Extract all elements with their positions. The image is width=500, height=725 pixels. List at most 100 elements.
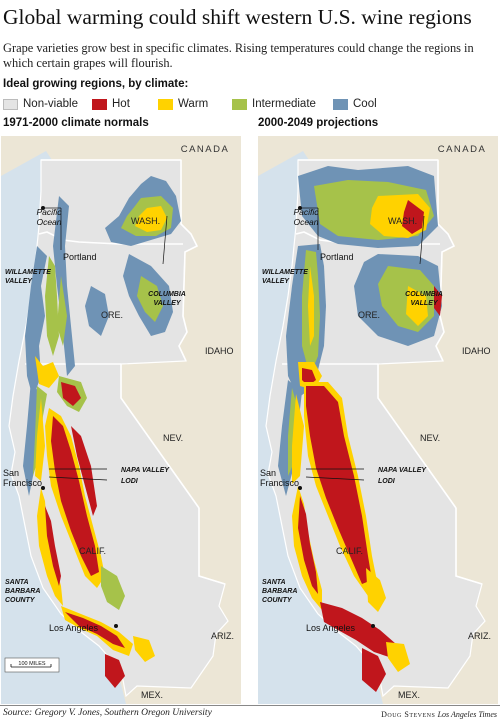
columbia-hot: [402, 200, 424, 234]
snake-hot: [434, 286, 442, 316]
label-willamette-1: WILLAMETTE: [5, 269, 51, 276]
label-san: San: [3, 468, 19, 478]
label-wash: WASH.: [388, 216, 417, 226]
legend-item-nonviable: Non-viable: [3, 96, 78, 112]
label-columbia-1: COLUMBIA: [405, 291, 443, 298]
swatch-warm: [158, 98, 173, 110]
swatch-intermediate: [232, 98, 247, 110]
label-columbia-2: VALLEY: [410, 300, 438, 307]
panel-title-historical: 1971-2000 climate normals: [3, 117, 149, 129]
label-willamette-2: VALLEY: [262, 278, 290, 285]
credit-name: Doug Stevens: [381, 710, 436, 719]
legend-label: Warm: [178, 98, 209, 110]
label-willamette-1: WILLAMETTE: [262, 269, 308, 276]
label-napa: NAPA VALLEY: [121, 467, 170, 474]
swatch-hot: [92, 98, 107, 110]
label-los-angeles: Los Angeles: [49, 623, 99, 633]
legend-item-cool: Cool: [333, 96, 377, 112]
tehachapi-intermediate: [101, 566, 125, 610]
central-valley-hot: [51, 416, 99, 576]
legend: Non-viable Hot Warm Intermediate Cool: [3, 96, 497, 112]
label-ocean: Ocean: [36, 217, 61, 227]
panel-title-projection: 2000-2049 projections: [258, 117, 379, 129]
city-markers: [41, 206, 118, 628]
climate-zones: [23, 176, 181, 688]
label-calif: CALIF.: [79, 546, 106, 556]
san-diego-hot: [105, 654, 125, 688]
map-historical: CANADA Pacific Ocean WASH. Portland WILL…: [1, 136, 241, 704]
north-coast-warm: [292, 394, 304, 484]
label-calif: CALIF.: [336, 546, 363, 556]
footer-divider: [0, 705, 500, 706]
label-ariz: ARIZ.: [468, 631, 491, 641]
label-columbia-2: VALLEY: [153, 300, 181, 307]
coast-range-cool: [25, 246, 47, 398]
label-lodi: LODI: [378, 478, 396, 485]
label-ocean: Ocean: [293, 217, 318, 227]
rogue-hot: [302, 368, 316, 386]
label-sb-2: BARBARA: [262, 588, 297, 595]
leader-lines: [302, 207, 425, 481]
label-san: San: [260, 468, 276, 478]
central-valley-hot: [306, 386, 372, 584]
oregon-interior-cool: [85, 286, 109, 336]
label-sb-3: COUNTY: [262, 597, 293, 604]
label-portland: Portland: [320, 252, 354, 262]
willamette-intermediate-2: [57, 276, 67, 346]
label-sb-1: SANTA: [5, 579, 29, 586]
central-coast-hot: [45, 506, 61, 586]
cascades-cool: [53, 196, 75, 376]
source-note: Source: Gregory V. Jones, Southern Orego…: [3, 708, 212, 718]
legend-title: Ideal growing regions, by climate:: [3, 78, 189, 90]
leader-lines: [45, 207, 168, 481]
legend-item-intermediate: Intermediate: [232, 96, 316, 112]
legend-label: Intermediate: [252, 98, 316, 110]
shasta-hot: [61, 382, 81, 406]
state-borders: [25, 159, 226, 585]
label-francisco: Francisco: [3, 478, 42, 488]
label-idaho: IDAHO: [462, 346, 491, 356]
label-wash: WASH.: [131, 216, 160, 226]
columbia-warm: [135, 206, 167, 232]
central-coast-hot: [298, 496, 318, 594]
label-lodi: LODI: [121, 478, 139, 485]
city-markers: [298, 206, 375, 628]
map-projection: CANADA Pacific Ocean WASH. Portland WILL…: [258, 136, 498, 704]
label-francisco: Francisco: [260, 478, 299, 488]
snake-intermediate: [137, 276, 163, 322]
label-mex: MEX.: [141, 690, 163, 700]
inland-empire-warm: [133, 636, 155, 662]
swatch-cool: [333, 98, 348, 110]
legend-label: Hot: [112, 98, 130, 110]
willamette-warm: [308, 266, 314, 346]
legend-item-hot: Hot: [92, 96, 130, 112]
swatch-nonviable: [3, 98, 18, 110]
credit-publication: Los Angeles Times: [437, 710, 497, 719]
page-subtitle: Grape varieties grow best in specific cl…: [3, 41, 474, 70]
label-napa: NAPA VALLEY: [378, 467, 427, 474]
legend-label: Cool: [353, 98, 377, 110]
label-willamette-2: VALLEY: [5, 278, 33, 285]
label-columbia-1: COLUMBIA: [148, 291, 186, 298]
label-sb-3: COUNTY: [5, 597, 36, 604]
snake-warm: [406, 286, 428, 326]
label-portland: Portland: [63, 252, 97, 262]
label-canada: CANADA: [181, 144, 230, 155]
legend-item-warm: Warm: [158, 96, 208, 112]
page-title: Global warming could shift western U.S. …: [3, 5, 472, 29]
inland-empire-warm: [386, 642, 410, 672]
socal-hot: [320, 602, 396, 658]
climate-zones: [278, 166, 442, 692]
scale-bar: 100 MILES: [4, 657, 60, 673]
willamette-intermediate: [45, 256, 59, 356]
san-diego-hot: [362, 648, 386, 692]
label-nev: NEV.: [420, 433, 440, 443]
label-sb-1: SANTA: [262, 579, 286, 586]
foothills-hot: [71, 426, 97, 516]
label-sb-2: BARBARA: [5, 588, 40, 595]
legend-label: Non-viable: [23, 98, 78, 110]
label-nev: NEV.: [163, 433, 183, 443]
label-ariz: ARIZ.: [211, 631, 234, 641]
label-pacific: Pacific: [293, 207, 319, 217]
label-pacific: Pacific: [36, 207, 62, 217]
